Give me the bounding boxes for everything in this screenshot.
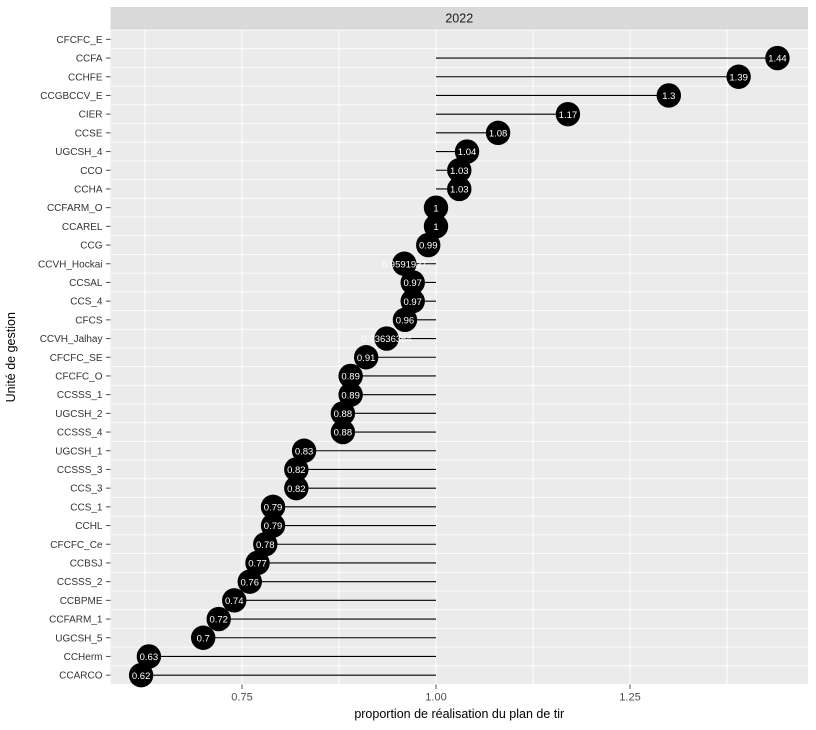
svg-text:0.63: 0.63 xyxy=(140,652,159,663)
svg-text:CFCFC_Ce: CFCFC_Ce xyxy=(50,540,103,551)
svg-text:1: 1 xyxy=(433,222,438,233)
svg-text:CCGBCCV_E: CCGBCCV_E xyxy=(40,91,103,102)
svg-text:CCBPME: CCBPME xyxy=(60,596,103,607)
svg-text:0.79: 0.79 xyxy=(264,502,283,513)
svg-text:0.72: 0.72 xyxy=(209,615,228,626)
svg-text:2022: 2022 xyxy=(445,12,473,26)
svg-text:UGCSH_1: UGCSH_1 xyxy=(55,446,103,457)
svg-text:0.74: 0.74 xyxy=(225,596,244,607)
svg-text:0.9591937: 0.9591937 xyxy=(382,259,427,270)
svg-text:CCVH_Hockai: CCVH_Hockai xyxy=(38,259,102,270)
svg-text:1.44: 1.44 xyxy=(768,54,787,65)
svg-text:CCO: CCO xyxy=(80,166,102,177)
svg-text:1.08: 1.08 xyxy=(489,128,508,139)
svg-text:CCSSS_1: CCSSS_1 xyxy=(57,390,103,401)
svg-text:0.89: 0.89 xyxy=(341,372,360,383)
svg-text:CCG: CCG xyxy=(80,241,102,252)
svg-text:0.91: 0.91 xyxy=(357,353,376,364)
svg-text:proportion de réalisation du p: proportion de réalisation du plan de tir xyxy=(354,707,564,721)
svg-text:CCHFE: CCHFE xyxy=(68,72,103,83)
svg-text:0.88: 0.88 xyxy=(334,409,353,420)
svg-text:CCS_3: CCS_3 xyxy=(70,484,103,495)
svg-text:0.88: 0.88 xyxy=(334,428,353,439)
svg-text:CCVH_Jalhay: CCVH_Jalhay xyxy=(40,334,103,345)
svg-text:UGCSH_4: UGCSH_4 xyxy=(55,147,103,158)
svg-text:CCSSS_2: CCSSS_2 xyxy=(57,577,103,588)
svg-text:0.75: 0.75 xyxy=(231,692,252,704)
svg-text:CCAREL: CCAREL xyxy=(62,222,103,233)
svg-text:CCHL: CCHL xyxy=(75,521,103,532)
svg-text:0.97: 0.97 xyxy=(403,297,422,308)
svg-text:0.62: 0.62 xyxy=(132,671,151,682)
svg-text:1.00: 1.00 xyxy=(425,692,446,704)
svg-text:CCFARM_1: CCFARM_1 xyxy=(49,615,103,626)
svg-text:CCHerm: CCHerm xyxy=(64,652,103,663)
svg-text:0.78: 0.78 xyxy=(256,540,275,551)
svg-text:1.03: 1.03 xyxy=(450,185,469,196)
svg-text:0.82: 0.82 xyxy=(287,465,306,476)
svg-text:CFCFC_E: CFCFC_E xyxy=(56,35,102,46)
svg-text:CCFARM_O: CCFARM_O xyxy=(47,203,103,214)
svg-text:CCHA: CCHA xyxy=(74,184,103,195)
svg-text:0.89: 0.89 xyxy=(341,390,360,401)
svg-text:0.77: 0.77 xyxy=(248,559,267,570)
svg-text:UGCSH_5: UGCSH_5 xyxy=(55,633,103,644)
svg-text:1: 1 xyxy=(433,203,438,214)
svg-text:CFCFC_SE: CFCFC_SE xyxy=(50,353,103,364)
svg-text:1.17: 1.17 xyxy=(559,110,578,121)
svg-text:1.3: 1.3 xyxy=(662,91,675,102)
svg-text:1.25: 1.25 xyxy=(619,692,640,704)
svg-text:CCFA: CCFA xyxy=(76,54,103,65)
svg-text:Unité de gestion: Unité de gestion xyxy=(4,312,18,402)
svg-text:0.96: 0.96 xyxy=(396,315,415,326)
svg-text:CFCFC_O: CFCFC_O xyxy=(55,371,102,382)
svg-text:CIER: CIER xyxy=(79,110,103,121)
svg-text:1.03: 1.03 xyxy=(450,166,469,177)
svg-text:CCARCO: CCARCO xyxy=(59,671,103,682)
svg-text:CCSAL: CCSAL xyxy=(69,278,103,289)
svg-text:CCS_1: CCS_1 xyxy=(70,502,103,513)
svg-text:CCS_4: CCS_4 xyxy=(70,297,103,308)
svg-text:0.97: 0.97 xyxy=(403,278,422,289)
svg-text:0.76: 0.76 xyxy=(241,577,260,588)
svg-text:0.93636364: 0.93636364 xyxy=(362,334,412,345)
svg-text:0.99: 0.99 xyxy=(419,241,438,252)
svg-text:1.04: 1.04 xyxy=(458,147,477,158)
svg-text:UGCSH_2: UGCSH_2 xyxy=(55,409,103,420)
svg-text:0.7: 0.7 xyxy=(197,633,210,644)
svg-text:0.79: 0.79 xyxy=(264,521,283,532)
svg-text:1.39: 1.39 xyxy=(729,72,748,83)
svg-text:CCSSS_4: CCSSS_4 xyxy=(57,428,103,439)
svg-text:0.82: 0.82 xyxy=(287,484,306,495)
svg-text:CCSE: CCSE xyxy=(75,128,103,139)
svg-text:CFCS: CFCS xyxy=(75,315,103,326)
svg-text:0.83: 0.83 xyxy=(295,446,314,457)
svg-text:CCBSJ: CCBSJ xyxy=(70,558,103,569)
svg-text:CCSSS_3: CCSSS_3 xyxy=(57,465,103,476)
